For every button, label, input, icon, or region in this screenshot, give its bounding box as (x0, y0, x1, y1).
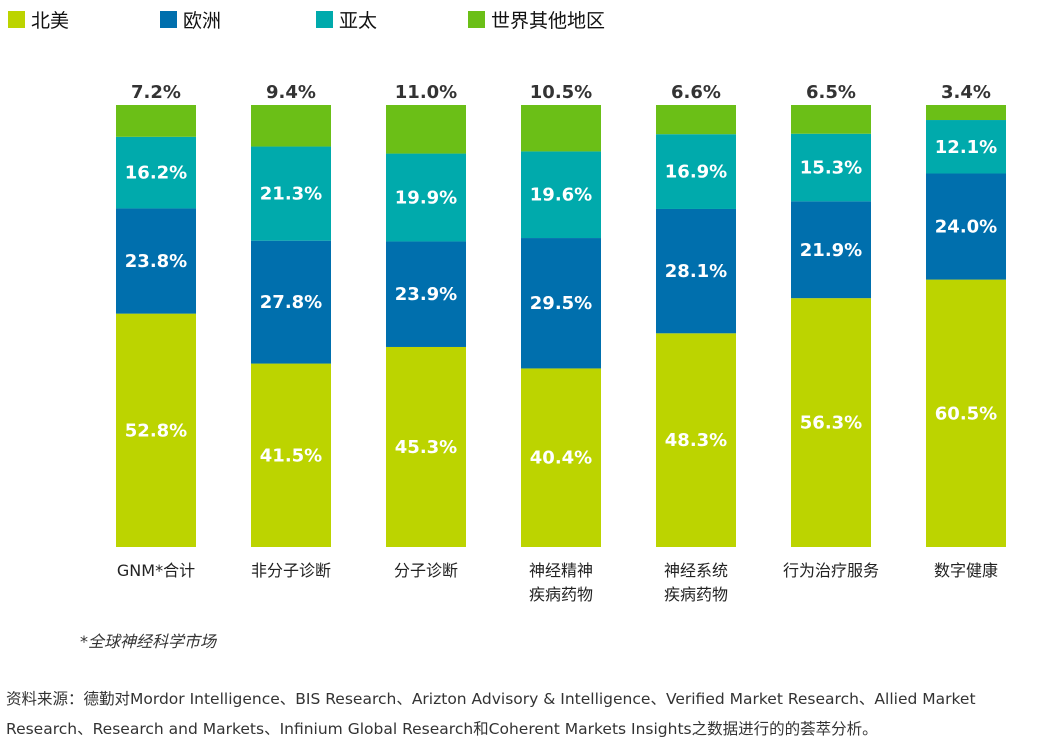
bar-segment (116, 313, 196, 547)
data-label: 19.9% (395, 188, 457, 209)
legend-swatch (160, 11, 177, 28)
bar-segment (656, 134, 736, 209)
data-label: 6.5% (806, 82, 856, 103)
legend-swatch (316, 11, 333, 28)
bar-segment (791, 133, 871, 202)
data-label: 19.6% (530, 185, 592, 206)
category-label: 数字健康 (934, 561, 998, 580)
data-label: 60.5% (935, 403, 997, 424)
bar-segment (386, 105, 466, 154)
bar-segment (386, 153, 466, 242)
data-label: 28.1% (665, 261, 727, 282)
data-label: 41.5% (260, 445, 322, 466)
bar-segment (116, 208, 196, 314)
bar-segment (791, 105, 871, 134)
data-label: 16.9% (665, 162, 727, 183)
data-label: 29.5% (530, 293, 592, 314)
bar-segment (656, 333, 736, 547)
source-note: 资料来源：德勤对Mordor Intelligence、BIS Research… (6, 690, 976, 738)
data-label: 45.3% (395, 437, 457, 458)
data-label: 27.8% (260, 292, 322, 313)
legend-swatch (468, 11, 485, 28)
chart-legend: 北美 欧洲 亚太 世界其他地区 (8, 6, 808, 36)
data-label: 9.4% (266, 82, 316, 103)
bar-segment (116, 105, 196, 137)
bar-segment (791, 201, 871, 299)
data-label: 23.8% (125, 251, 187, 272)
category-label: 非分子诊断 (251, 561, 331, 580)
bar-segment (251, 146, 331, 241)
category-label: 神经精神 (529, 561, 593, 580)
bar-segment (116, 136, 196, 209)
category-label: 疾病药物 (664, 585, 728, 604)
legend-swatch (8, 11, 25, 28)
data-label: 6.6% (671, 82, 721, 103)
data-label: 23.9% (395, 284, 457, 305)
data-label: 56.3% (800, 413, 862, 434)
data-label: 11.0% (395, 82, 457, 103)
bar-segment (521, 151, 601, 239)
legend-label: 世界其他地区 (491, 10, 606, 32)
bar-segment (521, 238, 601, 369)
chart-footnote: *全球神经科学市场 (80, 632, 217, 651)
category-label: 分子诊断 (394, 561, 458, 580)
legend-label: 北美 (31, 10, 70, 32)
bar-segment (926, 105, 1006, 121)
bar-segment (926, 173, 1006, 280)
data-label: 10.5% (530, 82, 592, 103)
bar-segment (521, 105, 601, 152)
bar-segment (521, 368, 601, 547)
stacked-bar-chart: 52.8% 23.8% 16.2% 7.2% GNM*合计 41.5% 27.8% 21.3%… (116, 82, 1006, 604)
data-label: 16.2% (125, 163, 187, 184)
legend-label: 亚太 (339, 10, 378, 32)
bar-segment (791, 298, 871, 547)
data-label: 12.1% (935, 137, 997, 158)
legend-item-0: 北美 (8, 6, 69, 33)
data-label: 40.4% (530, 448, 592, 469)
data-label: 48.3% (665, 430, 727, 451)
category-label: 疾病药物 (529, 585, 593, 604)
category-label: 行为治疗服务 (783, 561, 879, 580)
bar-segment (656, 208, 736, 334)
data-label: 21.3% (260, 184, 322, 205)
bar-segment (386, 241, 466, 347)
bar-segment (386, 346, 466, 547)
bar-segment (251, 240, 331, 364)
category-label: 神经系统 (664, 561, 728, 580)
legend-item-1: 欧洲 (160, 6, 221, 33)
data-label: 7.2% (131, 82, 181, 103)
bar-segment (251, 105, 331, 147)
legend-label: 欧洲 (183, 10, 222, 32)
legend-item-3: 世界其他地区 (468, 6, 605, 33)
data-label: 15.3% (800, 158, 862, 179)
category-label: GNM*合计 (117, 561, 195, 580)
data-label: 21.9% (800, 240, 862, 261)
bar-segment (251, 363, 331, 547)
bar-segment (656, 105, 736, 135)
data-label: 52.8% (125, 420, 187, 441)
bar-segment (926, 279, 1006, 547)
data-label: 24.0% (935, 217, 997, 238)
data-label: 3.4% (941, 82, 991, 103)
legend-item-2: 亚太 (316, 6, 377, 33)
bar-segment (926, 120, 1006, 174)
